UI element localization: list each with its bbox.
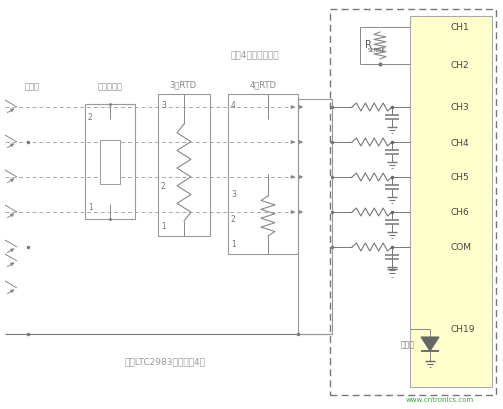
Polygon shape bbox=[421, 337, 439, 351]
Text: CH5: CH5 bbox=[451, 173, 470, 182]
Text: 1: 1 bbox=[231, 240, 236, 249]
Text: 冷接点: 冷接点 bbox=[401, 339, 415, 348]
Polygon shape bbox=[100, 141, 120, 184]
Text: 2: 2 bbox=[161, 182, 166, 191]
Text: 4线RTD: 4线RTD bbox=[249, 80, 277, 89]
Text: 2: 2 bbox=[231, 215, 236, 224]
Text: 3: 3 bbox=[231, 190, 236, 199]
Text: CH19: CH19 bbox=[451, 325, 475, 334]
Text: 3: 3 bbox=[161, 100, 166, 109]
Text: CH2: CH2 bbox=[451, 61, 470, 70]
Text: 热敏电阵器: 热敏电阵器 bbox=[98, 82, 123, 91]
Text: CH6: CH6 bbox=[451, 208, 470, 217]
Text: 1: 1 bbox=[161, 222, 166, 231]
Polygon shape bbox=[410, 17, 492, 387]
Text: CH1: CH1 bbox=[451, 23, 470, 32]
Text: 热电偶: 热电偶 bbox=[25, 82, 40, 91]
Text: R: R bbox=[365, 40, 371, 50]
Text: 3线RTD: 3线RTD bbox=[170, 80, 197, 89]
Text: 4: 4 bbox=[231, 100, 236, 109]
Text: CH4: CH4 bbox=[451, 138, 470, 147]
Text: CH3: CH3 bbox=[451, 103, 470, 112]
Text: 1: 1 bbox=[88, 203, 93, 212]
Text: 2: 2 bbox=[88, 112, 93, 121]
Text: 每个LTC2983连接多剗4组: 每个LTC2983连接多剗4组 bbox=[125, 357, 206, 366]
Text: COM: COM bbox=[451, 243, 472, 252]
Text: SENSE: SENSE bbox=[368, 47, 386, 52]
Text: 所有4组传感器共用: 所有4组传感器共用 bbox=[231, 50, 279, 59]
Text: www.cntronics.com: www.cntronics.com bbox=[406, 396, 474, 402]
